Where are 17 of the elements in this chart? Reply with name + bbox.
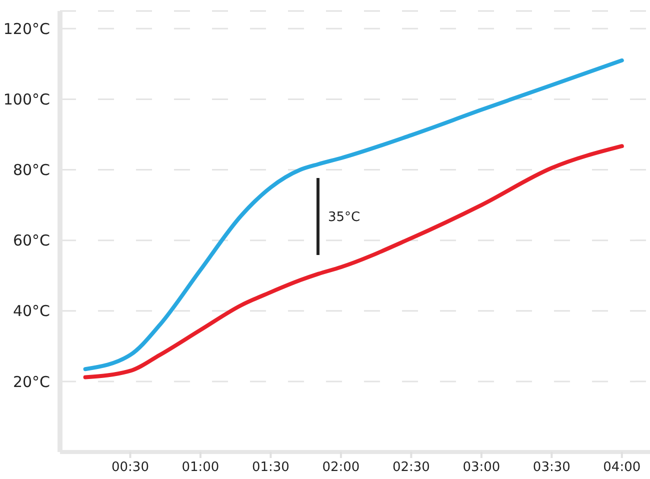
y-tick-label: 100°C <box>3 90 50 109</box>
y-tick-label: 80°C <box>12 161 50 180</box>
x-tick-label: 00:30 <box>112 460 149 476</box>
y-tick-label: 40°C <box>12 302 50 320</box>
line-series <box>83 144 624 380</box>
x-tick-label: 01:00 <box>182 460 220 476</box>
x-tick-label: 02:30 <box>392 460 430 476</box>
y-tick-label: 20°C <box>12 372 50 391</box>
x-tick-label: 04:00 <box>603 460 641 476</box>
x-tick-label: 03:30 <box>532 460 570 476</box>
x-tick-label: 01:30 <box>252 460 290 476</box>
x-tick-label: 02:00 <box>322 460 360 476</box>
annotation: 35°C <box>328 210 360 225</box>
x-tick-label: 03:00 <box>462 460 500 476</box>
y-tick-label: 60°C <box>12 232 50 250</box>
line-series <box>83 58 624 372</box>
y-tick-label: 120°C <box>3 20 50 38</box>
